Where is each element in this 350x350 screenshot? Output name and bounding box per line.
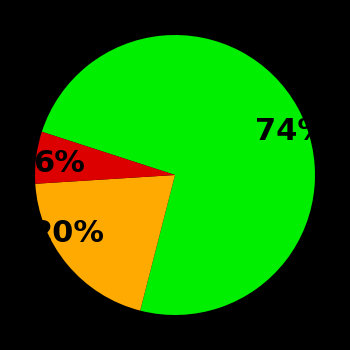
Text: 6%: 6%: [33, 149, 85, 178]
Wedge shape: [42, 35, 315, 315]
Text: 74%: 74%: [255, 117, 328, 146]
Text: 20%: 20%: [32, 218, 105, 247]
Wedge shape: [35, 175, 175, 310]
Wedge shape: [35, 132, 175, 184]
